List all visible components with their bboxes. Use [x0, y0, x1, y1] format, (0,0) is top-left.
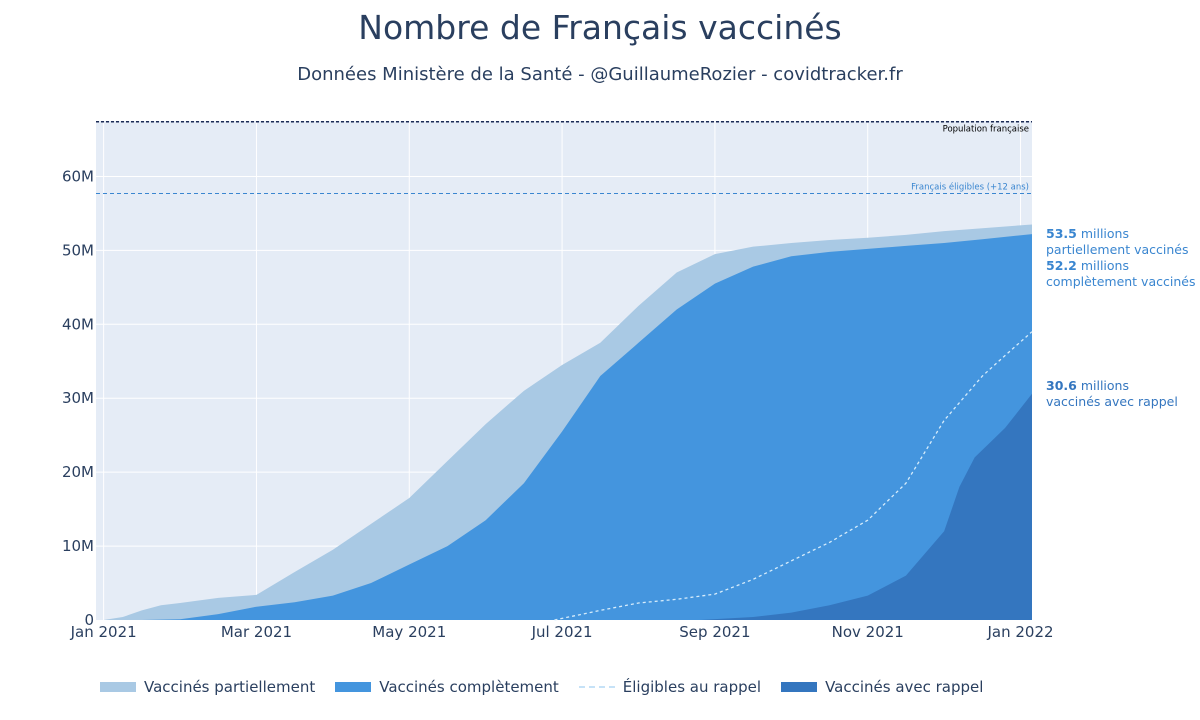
x-tick-label-5: Nov 2021 — [832, 623, 904, 641]
legend-label-partial: Vaccinés partiellement — [144, 678, 316, 696]
end-label-text-complete: complètement vaccinés — [1046, 274, 1195, 289]
end-label-unit: millions — [1077, 226, 1129, 241]
x-axis-ticks: Jan 2021 Mar 2021 May 2021 Jul 2021 Sep 2021… — [70, 623, 1054, 641]
x-tick-label-6: Jan 2022 — [986, 623, 1053, 641]
legend-swatch-eligible-booster — [578, 686, 615, 688]
legend-swatch-partial — [100, 682, 136, 692]
series-area-booster — [699, 393, 1032, 620]
x-tick-label-0: Jan 2021 — [70, 623, 137, 641]
end-label-unit: millions — [1077, 378, 1129, 393]
legend-label-eligible-booster: Éligibles au rappel — [622, 678, 762, 696]
legend-item-eligible-booster[interactable]: Éligibles au rappel — [578, 678, 762, 696]
end-label-unit: millions — [1077, 258, 1129, 273]
end-label-text-partial: partiellement vaccinés — [1046, 242, 1189, 257]
y-tick-label-0: 0 — [84, 611, 94, 629]
ref-label-population: Population française — [943, 125, 1029, 135]
legend-item-complete[interactable]: Vaccinés complètement — [335, 678, 559, 696]
end-label-text-booster: vaccinés avec rappel — [1046, 394, 1178, 409]
legend-label-booster: Vaccinés avec rappel — [825, 678, 984, 696]
end-label-value-partial: 53.5 millions — [1046, 226, 1129, 241]
legend-label-complete: Vaccinés complètement — [379, 678, 559, 696]
y-tick-label-4: 40M — [62, 315, 94, 333]
chart-subtitle: Données Ministère de la Santé - @Guillau… — [297, 64, 903, 85]
y-tick-label-6: 60M — [62, 167, 94, 185]
y-tick-label-1: 10M — [62, 537, 94, 555]
legend-swatch-booster — [781, 682, 818, 692]
legend-item-partial[interactable]: Vaccinés partiellement — [100, 678, 315, 696]
end-label-number: 53.5 — [1046, 226, 1077, 241]
end-label-value-booster: 30.6 millions — [1046, 378, 1129, 393]
y-tick-label-3: 30M — [62, 389, 94, 407]
y-tick-label-2: 20M — [62, 463, 94, 481]
legend-swatch-complete — [335, 682, 372, 692]
end-label-number: 52.2 — [1046, 258, 1077, 273]
series-areas — [103, 224, 1033, 621]
x-tick-label-1: Mar 2021 — [221, 623, 292, 641]
legend-item-booster[interactable]: Vaccinés avec rappel — [781, 678, 983, 696]
y-tick-label-5: 50M — [62, 241, 94, 259]
x-tick-label-2: May 2021 — [372, 623, 446, 641]
series-area-complete — [103, 234, 1033, 620]
chart-title: Nombre de Français vaccinés — [358, 8, 842, 47]
series-line-eligible-booster — [554, 331, 1033, 621]
x-tick-label-4: Sep 2021 — [679, 623, 750, 641]
y-axis-ticks: 0 10M 20M 30M 40M 50M 60M — [62, 167, 94, 629]
legend: Vaccinés partiellement Vaccinés complète… — [100, 678, 989, 696]
ref-label-eligible: Français éligibles (+12 ans) — [911, 181, 1029, 192]
x-tick-label-3: Jul 2021 — [531, 623, 593, 641]
reference-lines: Population française Français éligibles (… — [96, 121, 1032, 194]
end-label-number: 30.6 — [1046, 378, 1077, 393]
end-label-value-complete: 52.2 millions — [1046, 258, 1129, 273]
